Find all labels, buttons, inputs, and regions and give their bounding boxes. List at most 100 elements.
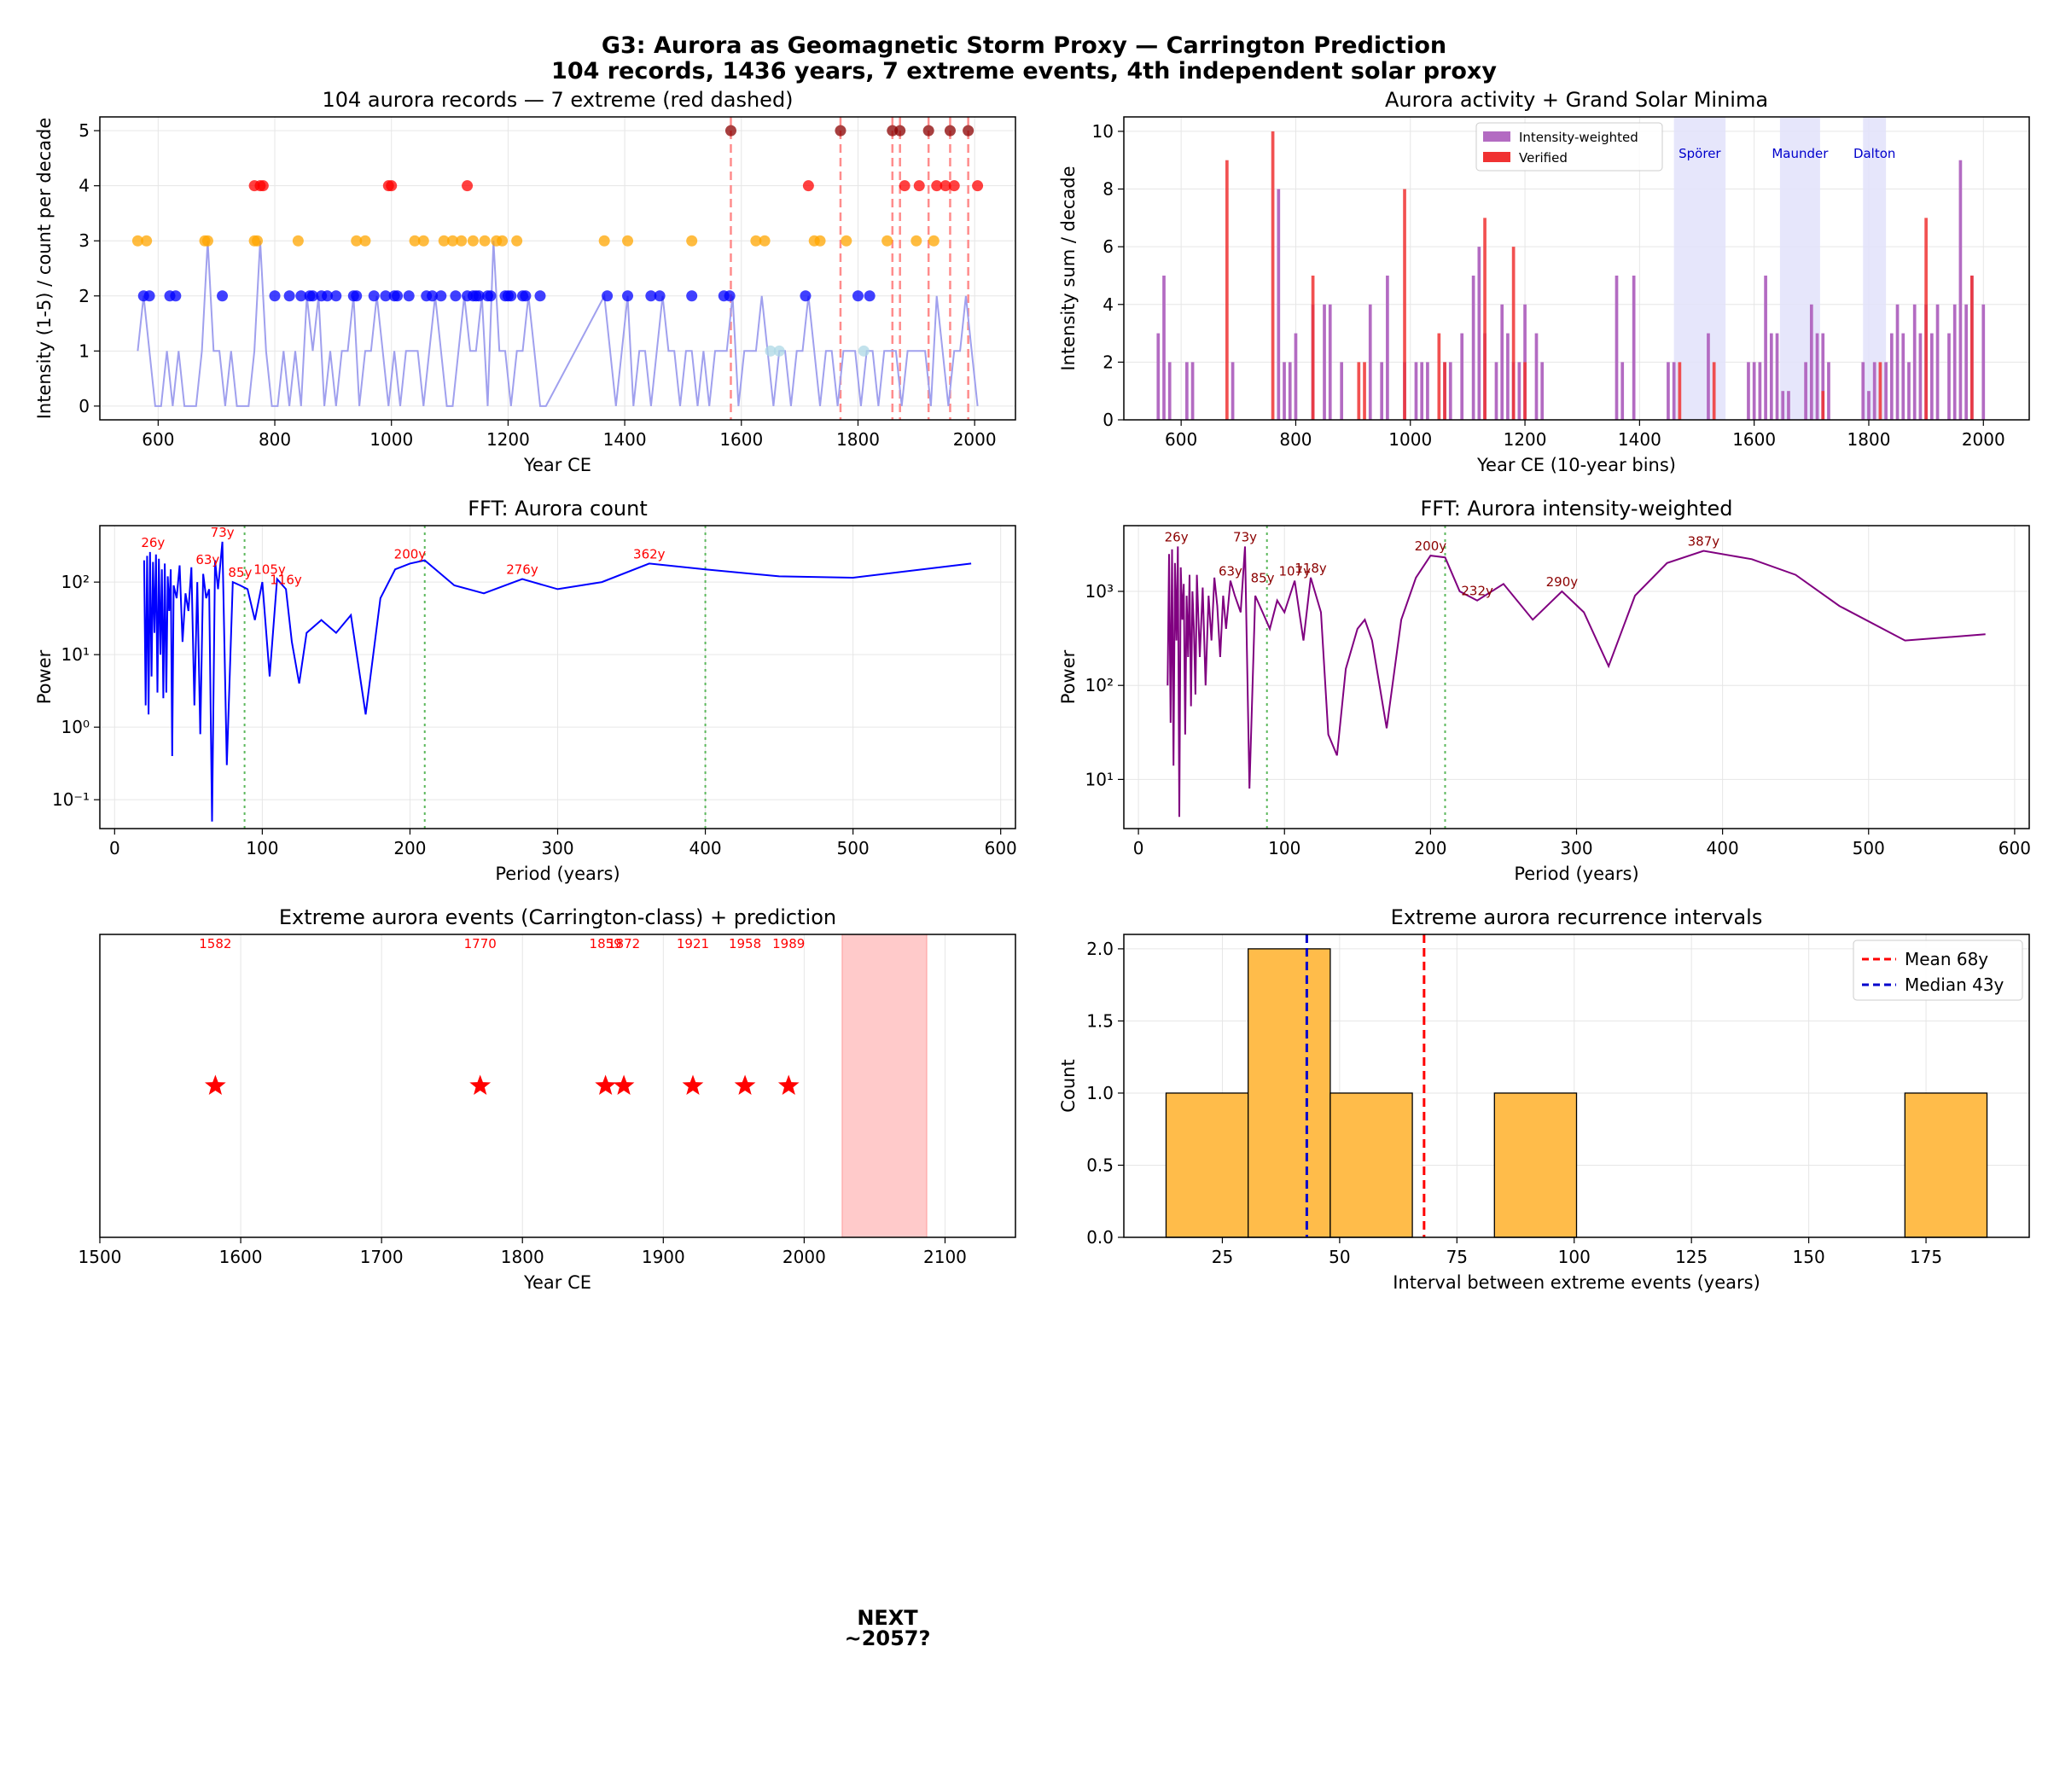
x-tick-label: 1400	[1618, 429, 1661, 450]
x-tick-label: 0	[109, 838, 120, 858]
legend-label-mean: Mean 68y	[1905, 949, 1988, 969]
peak-label: 85y	[228, 565, 252, 580]
intensity-weighted-bar	[1764, 275, 1767, 420]
y-axis-label: Intensity (1-5) / count per decade	[34, 118, 55, 420]
x-tick-label: 125	[1675, 1247, 1708, 1267]
x-tick-label: 1200	[486, 429, 530, 450]
aurora-record-point	[446, 235, 458, 247]
aurora-record-point	[686, 235, 698, 247]
x-tick-label: 1700	[360, 1247, 404, 1267]
suptitle-line-1: G3: Aurora as Geomagnetic Storm Proxy — …	[602, 32, 1446, 59]
intensity-weighted-bar	[1804, 362, 1807, 420]
aurora-record-point	[330, 290, 342, 302]
aurora-record-point	[841, 235, 852, 247]
intensity-weighted-bar	[1672, 362, 1676, 420]
x-tick-label: 2100	[923, 1247, 967, 1267]
x-tick-label: 1600	[1732, 429, 1776, 450]
y-tick-label: 10	[1092, 121, 1114, 142]
intensity-weighted-bar	[1952, 304, 1957, 420]
peak-label: 276y	[506, 562, 538, 578]
axes-frame	[99, 116, 1016, 421]
verified-bar	[1357, 362, 1361, 420]
panel-title: FFT: Aurora intensity-weighted	[1421, 497, 1733, 521]
intensity-weighted-bar	[1414, 362, 1418, 420]
grand-solar-minimum-band	[1673, 117, 1726, 420]
intensity-weighted-bar	[1448, 362, 1452, 420]
aurora-record-point	[864, 290, 876, 302]
fft-count-panel: 0 100 200 300 400 500 600 10⁻¹ 10⁰ 10¹ 10² 26y 73y 63…	[34, 497, 1017, 884]
grand-solar-minimum-label: Maunder	[1772, 146, 1829, 161]
axes-frame	[99, 934, 1016, 1238]
aurora-record-point	[368, 290, 380, 302]
x-tick-label: 1000	[369, 429, 413, 450]
aurora-record-point	[403, 290, 415, 302]
verified-bar	[1311, 275, 1315, 420]
y-axis-label: Power	[34, 649, 55, 704]
interval-histogram-bar	[1493, 1092, 1578, 1238]
legend-box	[1475, 122, 1663, 172]
intensity-weighted-bar	[1534, 333, 1539, 420]
x-axis-label: Interval between extreme events (years)	[1393, 1272, 1760, 1293]
x-tick-label: 75	[1446, 1247, 1468, 1267]
x-tick-label: 25	[1212, 1247, 1233, 1267]
aurora-record-point	[814, 235, 826, 247]
aurora-record-point	[283, 290, 295, 302]
aurora-record-point	[217, 290, 229, 302]
peak-label: 362y	[633, 546, 666, 561]
aurora-record-point	[295, 290, 307, 302]
verified-bar	[1271, 131, 1275, 420]
aurora-record-point	[351, 235, 363, 247]
aurora-record-point	[456, 235, 468, 247]
intensity-weighted-bar	[1747, 362, 1750, 420]
intensity-weighted-bar	[1758, 362, 1762, 420]
intensity-weighted-bar	[1540, 362, 1545, 420]
y-tick-label: 10⁻¹	[52, 789, 90, 810]
aurora-record-point	[505, 290, 517, 302]
peak-label: 200y	[394, 546, 427, 561]
prediction-window	[841, 934, 928, 1238]
extreme-events-panel: 1500 1600 1700 1800 1900 2000 2100 1582 1770 1859…	[79, 905, 1016, 1293]
y-tick-label: 1.0	[1086, 1083, 1114, 1103]
intensity-weighted-bar	[1328, 304, 1332, 420]
intensity-weighted-bar	[1506, 333, 1510, 420]
x-tick-label: 600	[1999, 838, 2031, 858]
y-tick-label: 1	[79, 340, 90, 361]
peak-label: 387y	[1688, 533, 1720, 549]
aurora-record-point	[322, 290, 334, 302]
peak-label: 118y	[1295, 561, 1327, 576]
intensity-weighted-bar	[1156, 333, 1161, 420]
intensity-weighted-bar	[1368, 304, 1372, 420]
x-tick-label: 300	[541, 838, 573, 858]
intensity-weighted-bar	[1288, 362, 1292, 420]
intensity-weighted-bar	[1494, 362, 1498, 420]
aurora-record-point	[922, 125, 934, 137]
peak-label: 290y	[1546, 574, 1579, 590]
intensity-weighted-bar	[1517, 362, 1521, 420]
axes-frame	[99, 525, 1016, 829]
x-tick-label: 400	[1707, 838, 1739, 858]
interval-histogram-bar	[1165, 1092, 1249, 1238]
axes-frame	[1123, 934, 2030, 1238]
x-tick-label: 1200	[1504, 429, 1547, 450]
intensity-weighted-bar	[1471, 275, 1475, 420]
peak-label: 26y	[141, 535, 165, 550]
verified-bar	[1511, 247, 1516, 420]
activity-panel: 600 800 1000 1200 1400 1600 1800 2000 0 2 4 6 8 10 Spö…	[1058, 88, 2030, 475]
x-tick-label: 1000	[1388, 429, 1432, 450]
y-tick-label: 3	[79, 230, 90, 251]
x-tick-label: 1500	[79, 1247, 122, 1267]
x-tick-label: 500	[1853, 838, 1885, 858]
x-tick-label: 1400	[603, 429, 647, 450]
y-tick-label: 2	[79, 286, 90, 306]
peak-label: 200y	[1415, 538, 1447, 554]
y-tick-label: 4	[1103, 294, 1114, 315]
aurora-record-point	[497, 235, 509, 247]
count-per-decade-line	[137, 241, 979, 407]
aurora-record-point	[645, 290, 657, 302]
panel-title: 104 aurora records — 7 extreme (red dash…	[322, 88, 793, 112]
aurora-record-point	[750, 235, 762, 247]
verified-bar	[1678, 362, 1682, 420]
verified-bar	[1712, 362, 1716, 420]
intensity-weighted-bar	[1426, 362, 1429, 420]
